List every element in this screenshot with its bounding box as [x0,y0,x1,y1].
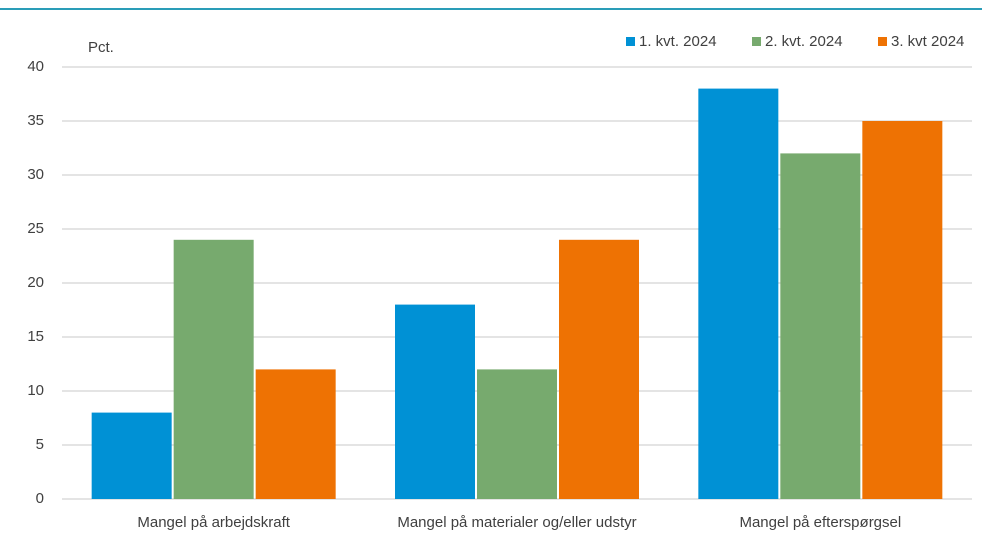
legend-swatch [878,37,887,46]
y-tick-label: 35 [27,112,44,129]
bar [173,239,254,500]
y-tick-label: 10 [27,382,44,399]
x-tick-label: Mangel på efterspørgsel [739,514,901,531]
y-axis-label: Pct. [88,39,114,56]
bar [559,239,639,500]
bar [862,121,943,499]
legend-swatch [626,37,635,46]
bar [255,369,336,499]
x-tick-label: Mangel på materialer og/eller udstyr [397,514,636,531]
y-tick-label: 15 [27,328,44,345]
bar [698,88,779,499]
legend-label: 3. kvt 2024 [891,33,964,50]
legend-label: 1. kvt. 2024 [639,33,717,50]
bar [780,153,861,499]
y-tick-label: 30 [27,166,44,183]
y-tick-label: 25 [27,220,44,237]
y-tick-label: 5 [36,436,44,453]
y-tick-label: 40 [27,58,44,75]
x-tick-label: Mangel på arbejdskraft [137,514,290,531]
y-tick-label: 0 [36,490,44,507]
bar [395,304,475,499]
bar [91,412,172,499]
y-tick-label: 20 [27,274,44,291]
legend-label: 2. kvt. 2024 [765,33,843,50]
legend-swatch [752,37,761,46]
bar [477,369,557,499]
